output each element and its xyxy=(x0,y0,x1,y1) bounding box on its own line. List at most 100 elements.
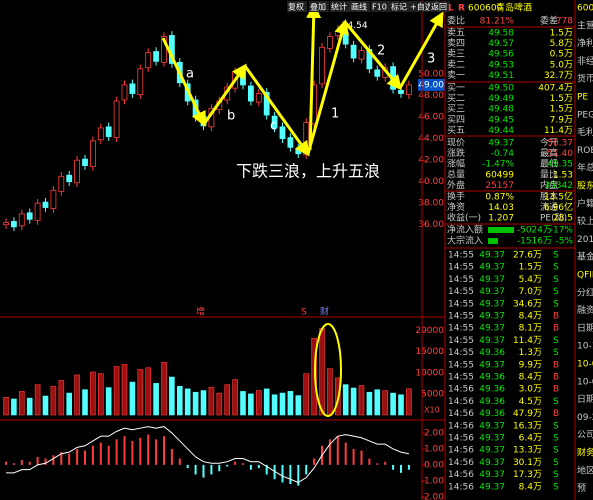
arrow xyxy=(398,11,444,89)
y-tick-label: 15000 xyxy=(415,347,444,357)
toolbar-button[interactable]: 叠加 xyxy=(310,2,326,12)
trade-cell: 5.4万 xyxy=(519,275,542,285)
candle-body xyxy=(279,126,286,140)
trade-cell: 14:55 xyxy=(448,324,474,334)
order-book-cell: 卖二 xyxy=(447,59,465,70)
trade-cell: 27.6万 xyxy=(513,251,542,261)
strip-label: 毛利 xyxy=(577,126,593,138)
volume-bar xyxy=(98,373,104,416)
stat-cell: 总量 xyxy=(447,168,465,180)
wave-label: a xyxy=(186,67,194,82)
y-tick-label: 2.00 xyxy=(424,428,444,438)
order-book-cell: 卖三 xyxy=(447,49,465,60)
toolbar-button[interactable]: 画线 xyxy=(351,2,367,12)
volume-bar xyxy=(50,386,57,416)
volume-bar xyxy=(34,384,41,416)
last-price-box xyxy=(418,78,445,91)
toolbar-button[interactable]: F10 xyxy=(372,3,387,12)
order-book-cell: 买二 xyxy=(447,93,465,104)
stat-cell: 涨幅 xyxy=(447,158,465,170)
order-book-cell: 49.44 xyxy=(488,126,514,136)
trade-cell: B xyxy=(553,373,559,383)
stat-cell: 1.53 xyxy=(553,170,573,180)
candle-body xyxy=(271,115,278,129)
stat-cell: 25157 xyxy=(485,181,514,191)
order-book-cell: 32.7万 xyxy=(544,71,573,81)
trade-cell: 14:56 xyxy=(448,470,474,480)
trade-cell: S xyxy=(553,263,559,273)
volume-bar xyxy=(153,383,159,416)
trade-cell: 49.37 xyxy=(479,458,505,468)
trade-cell: S xyxy=(553,299,559,309)
toolbar-button[interactable]: +自选 xyxy=(410,2,433,12)
trade-cell: B xyxy=(553,360,559,370)
trade-cell: 14:56 xyxy=(448,458,474,468)
arrow xyxy=(161,37,206,127)
stat-cell: 内盘 xyxy=(540,179,558,191)
candle-body xyxy=(145,52,152,69)
volume-bar xyxy=(18,391,25,416)
order-book-cell: 卖四 xyxy=(447,38,465,49)
toolbar-button[interactable]: 复权 xyxy=(288,2,304,12)
volume-bar xyxy=(311,337,317,416)
marker: S xyxy=(301,308,307,318)
volume-bar xyxy=(192,391,199,416)
candle-body xyxy=(255,93,262,103)
volume-bar xyxy=(200,390,207,416)
toolbar-button[interactable]: 统计 xyxy=(331,2,347,12)
strip-label: 公司 xyxy=(577,430,593,441)
toolbar-button[interactable]: 返回 xyxy=(431,3,447,12)
order-book-cell: 卖一 xyxy=(447,70,465,81)
candle-body xyxy=(287,137,294,148)
stat-cell: 0.87% xyxy=(485,193,514,203)
candle-body xyxy=(34,202,41,221)
order-book-cell: 5.8万 xyxy=(550,39,573,49)
trade-cell: 14:56 xyxy=(448,482,474,492)
y-tick-label: 40.00 xyxy=(418,177,444,187)
strip-label: 融资 xyxy=(577,305,593,316)
flow-value: -1516万 xyxy=(517,237,552,247)
candle-body xyxy=(18,213,25,227)
order-book-cell: 买四 xyxy=(447,114,465,125)
wave-label: b xyxy=(227,109,235,124)
trade-cell: 30.1万 xyxy=(513,458,542,468)
trade-cell: 1.5万 xyxy=(519,263,542,273)
trade-cell: 14:56 xyxy=(448,385,474,395)
trade-cell: 14:55 xyxy=(448,287,474,297)
volume-bar xyxy=(358,385,365,416)
toolbar-button-bg xyxy=(287,1,307,12)
trade-cell: 8.4万 xyxy=(519,482,542,492)
stat-cell: PE(动) xyxy=(540,213,567,224)
trade-cell: 49.37 xyxy=(479,434,505,444)
order-book-cell: 0.5万 xyxy=(550,50,573,60)
trade-cell: 14:55 xyxy=(448,275,474,285)
order-book-cell: 49.58 xyxy=(488,29,514,39)
peak-label: 54.54 xyxy=(342,21,368,31)
volume-bar xyxy=(232,379,238,416)
trade-cell: 14:55 xyxy=(448,348,474,358)
toolbar-button[interactable]: 标记 xyxy=(391,2,407,12)
dif-line xyxy=(6,426,409,484)
candle-body xyxy=(3,222,9,226)
volume-bar xyxy=(240,391,246,416)
toolbar-button-bg xyxy=(330,1,350,12)
trade-cell: 49.36 xyxy=(479,373,505,383)
y-tick-label: 36.00 xyxy=(418,220,444,230)
trade-cell: 9.9万 xyxy=(519,360,542,370)
strip-label: PE xyxy=(577,93,588,103)
trade-cell: 14:56 xyxy=(448,421,474,431)
trade-cell: 1.3万 xyxy=(519,348,542,358)
order-ratio: 委比 xyxy=(447,15,465,27)
wave-arrows xyxy=(161,3,444,157)
strip-label: 非经 xyxy=(577,55,593,67)
stock-header: R xyxy=(458,4,465,14)
candle-body xyxy=(295,147,302,155)
candle-body xyxy=(326,36,333,49)
strip-label: 6006 xyxy=(577,4,593,14)
candle-body xyxy=(247,85,254,102)
strip-label: 年总 xyxy=(577,162,593,174)
candle-body xyxy=(129,83,136,94)
flow-bar xyxy=(488,238,498,244)
volume-bar xyxy=(105,387,112,416)
volume-bar xyxy=(90,371,96,416)
